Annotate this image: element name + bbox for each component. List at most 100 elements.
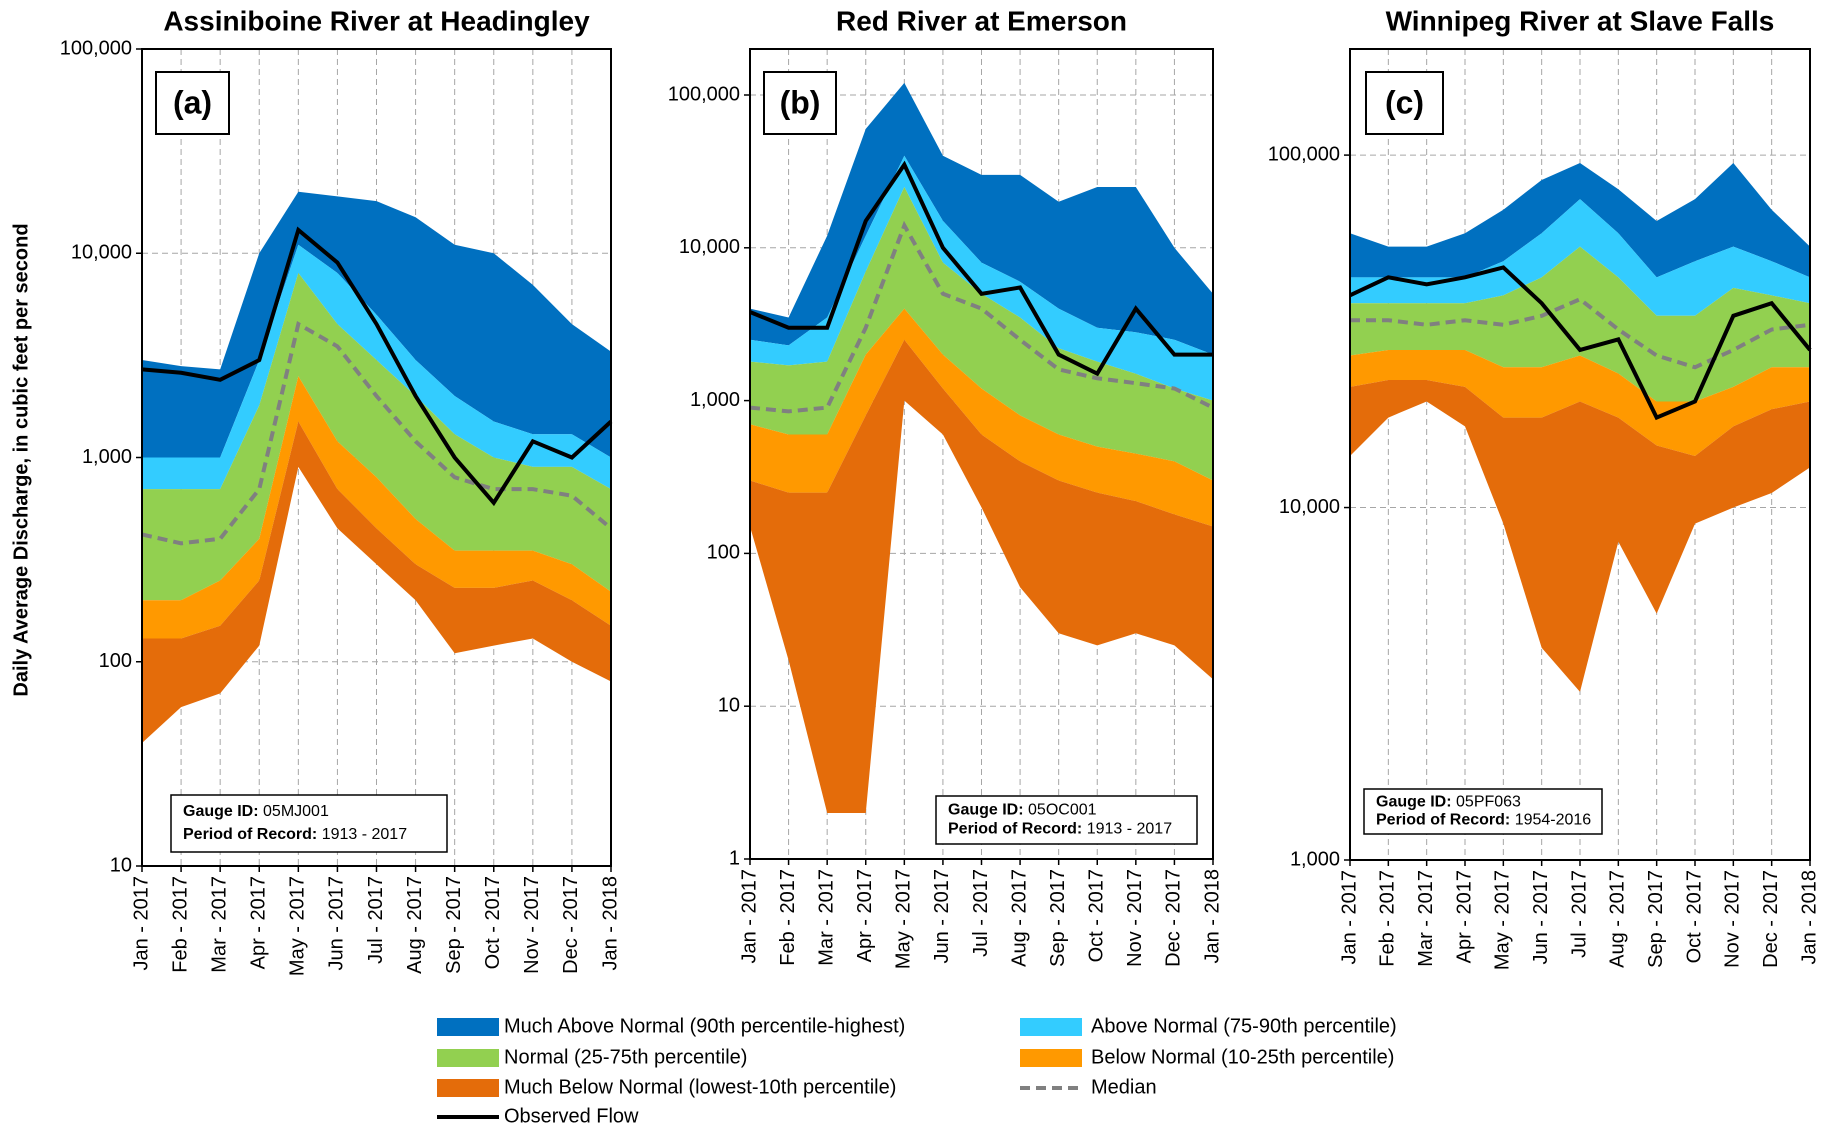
legend-swatch [437, 1049, 499, 1067]
gauge-box [170, 794, 448, 853]
x-tick-label: Dec - 2017 [1163, 869, 1185, 967]
x-tick-label: Jul - 2017 [1568, 870, 1590, 958]
y-tick-label: 1 [729, 847, 740, 869]
panel-label: (c) [1385, 84, 1424, 120]
y-tick-label: 1,000 [690, 389, 740, 411]
x-tick-label: Mar - 2017 [208, 876, 230, 973]
x-tick-label: Jan - 2018 [1798, 870, 1820, 965]
y-tick-label: 100 [707, 542, 740, 564]
x-tick-label: Jan - 2018 [599, 876, 621, 971]
observed-line [1349, 265, 1812, 421]
x-tick-label: Jul - 2017 [365, 876, 387, 964]
record-label: Period of Record: [183, 826, 317, 843]
x-tick-label: Aug - 2017 [1008, 869, 1030, 967]
observed-line [141, 226, 613, 507]
period-of-record: Period of Record: 1913 - 2017 [948, 821, 1172, 838]
x-tick-label: Dec - 2017 [560, 876, 582, 974]
x-tick-label: Jun - 2017 [1530, 870, 1552, 965]
x-tick-label: May - 2017 [1492, 870, 1514, 970]
percentile-band [1350, 246, 1810, 402]
x-tick-label: Nov - 2017 [521, 876, 543, 974]
percentile-band [142, 191, 611, 458]
x-tick-label: Dec - 2017 [1760, 870, 1782, 968]
percentile-band [1350, 162, 1810, 278]
x-tick-label: Apr - 2017 [1453, 870, 1475, 963]
x-tick-label: Jun - 2017 [931, 869, 953, 964]
x-tick-label: Oct - 2017 [1683, 870, 1705, 963]
record-value: 1913 - 2017 [322, 826, 408, 843]
observed-line [749, 160, 1213, 377]
y-tick-label: 10,000 [71, 242, 132, 264]
x-tick-label: Aug - 2017 [404, 876, 426, 974]
chart-title: Winnipeg River at Slave Falls [1386, 5, 1775, 36]
x-tick-label: May - 2017 [893, 869, 915, 969]
x-tick-label: Jan - 2017 [738, 869, 760, 964]
y-tick-label: 100,000 [1268, 143, 1340, 165]
x-tick-label: Apr - 2017 [248, 876, 270, 969]
percentile-band [1350, 199, 1810, 316]
x-tick-label: Mar - 2017 [815, 869, 837, 966]
y-tick-label: 1,000 [82, 446, 132, 468]
x-tick-label: Jul - 2017 [970, 869, 992, 957]
median-line [141, 321, 613, 546]
x-tick-label: Oct - 2017 [1086, 869, 1108, 962]
legend-label: Much Below Normal (lowest-10th percentil… [504, 1076, 896, 1098]
x-tick-label: Jan - 2017 [130, 876, 152, 971]
legend-label: Median [1091, 1076, 1157, 1098]
legend-swatch [437, 1079, 499, 1097]
x-tick-label: Sep - 2017 [443, 876, 465, 974]
record-value: 1913 - 2017 [1087, 821, 1173, 838]
percentile-band [750, 82, 1213, 355]
x-tick-label: May - 2017 [287, 876, 309, 976]
gauge-id: Gauge ID: 05OC001 [948, 802, 1097, 819]
x-tick-label: Feb - 2017 [1377, 870, 1399, 967]
x-tick-label: Mar - 2017 [1415, 870, 1437, 967]
panel-label-box [763, 71, 837, 135]
period-of-record: Period of Record: 1954-2016 [1376, 812, 1591, 829]
x-tick-label: Aug - 2017 [1607, 870, 1629, 968]
x-tick-label: Jan - 2017 [1338, 870, 1360, 965]
percentile-band [142, 244, 611, 490]
percentile-band [1350, 349, 1810, 457]
panel-label: (a) [173, 84, 212, 120]
panel-label-box [1365, 71, 1444, 135]
legend-swatch [1020, 1018, 1082, 1036]
percentile-band [750, 155, 1213, 401]
y-tick-label: 10,000 [1279, 496, 1340, 518]
record-label: Period of Record: [1376, 812, 1510, 829]
legend-label: Much Above Normal (90th percentile-highe… [504, 1015, 905, 1037]
y-tick-label: 10,000 [679, 236, 740, 258]
gauge-id-value: 05MJ001 [263, 803, 329, 820]
y-tick-label: 10 [718, 694, 740, 716]
x-tick-label: Oct - 2017 [482, 876, 504, 969]
percentile-band [750, 308, 1213, 527]
gauge-box [1363, 788, 1603, 835]
y-tick-label: 100,000 [668, 83, 740, 105]
percentile-band [142, 273, 611, 601]
x-tick-label: Apr - 2017 [854, 869, 876, 962]
chart-title: Assiniboine River at Headingley [163, 5, 590, 36]
y-tick-label: 1,000 [1290, 848, 1340, 870]
period-of-record: Period of Record: 1913 - 2017 [183, 826, 407, 843]
gauge-id-value: 05OC001 [1028, 802, 1097, 819]
gauge-id: Gauge ID: 05PF063 [1376, 794, 1521, 811]
record-value: 1954-2016 [1515, 812, 1592, 829]
y-axis-title: Daily Average Discharge, in cubic feet p… [10, 223, 32, 696]
x-tick-label: Jun - 2017 [326, 876, 348, 971]
x-tick-label: Nov - 2017 [1124, 869, 1146, 967]
gauge-id: Gauge ID: 05MJ001 [183, 803, 329, 820]
x-tick-label: Nov - 2017 [1722, 870, 1744, 968]
legend-swatch [437, 1018, 499, 1036]
gauge-id-label: Gauge ID: [948, 802, 1024, 819]
legend-swatch [1020, 1049, 1082, 1067]
x-tick-label: Sep - 2017 [1645, 870, 1667, 968]
legend-label: Normal (25-75th percentile) [504, 1046, 747, 1068]
x-tick-label: Feb - 2017 [777, 869, 799, 966]
percentile-band [750, 186, 1213, 481]
panel-label-box [155, 71, 230, 135]
gauge-box [935, 795, 1198, 845]
y-tick-label: 10 [110, 854, 132, 876]
percentile-band [1350, 380, 1810, 692]
legend-label: Observed Flow [504, 1105, 639, 1127]
